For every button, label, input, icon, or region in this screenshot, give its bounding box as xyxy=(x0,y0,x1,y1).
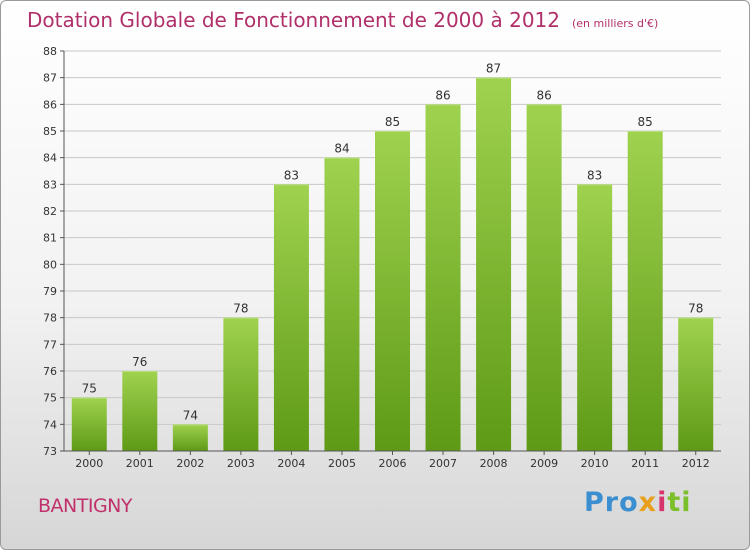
bar-2000 xyxy=(71,397,107,451)
data-label-2001: 76 xyxy=(132,355,147,369)
chart-subtitle: (en milliers d'€) xyxy=(572,17,659,30)
data-label-2012: 78 xyxy=(688,302,703,316)
y-tick-label: 88 xyxy=(43,45,57,58)
x-tick-label-2008: 2008 xyxy=(480,457,508,470)
data-label-2002: 74 xyxy=(183,408,198,422)
logo-part-3: i xyxy=(657,487,668,518)
bars: 75 76 74 78 83 84 85 86 87 86 83 85 78 xyxy=(71,62,714,452)
bar-2003 xyxy=(223,317,259,451)
bar-2004 xyxy=(273,184,309,452)
y-tick-label: 84 xyxy=(43,152,57,165)
logo-part-2: x xyxy=(638,487,658,518)
x-tick-label-2004: 2004 xyxy=(277,457,305,470)
bar-2005 xyxy=(324,157,360,451)
data-label-2011: 85 xyxy=(638,115,653,129)
y-tick-label: 85 xyxy=(43,125,57,138)
bar-2009 xyxy=(526,104,562,451)
y-tick-label: 83 xyxy=(43,178,57,191)
data-label-2003: 78 xyxy=(233,302,248,316)
y-tick-label: 75 xyxy=(43,392,57,405)
y-tick-label: 73 xyxy=(43,445,57,458)
x-tick-label-2011: 2011 xyxy=(631,457,659,470)
x-tick-label-2002: 2002 xyxy=(176,457,204,470)
y-tick-label: 77 xyxy=(43,338,57,351)
bar-2010 xyxy=(577,184,613,452)
bar-2002 xyxy=(172,424,208,451)
y-tick-label: 79 xyxy=(43,285,57,298)
x-tick-label-2009: 2009 xyxy=(530,457,558,470)
y-tick-label: 78 xyxy=(43,312,57,325)
y-tick-label: 82 xyxy=(43,205,57,218)
data-label-2008: 87 xyxy=(486,62,501,76)
x-tick-label-2010: 2010 xyxy=(581,457,609,470)
bar-2006 xyxy=(375,131,410,451)
data-label-2010: 83 xyxy=(587,168,602,182)
logo-part-4: ti xyxy=(667,487,692,518)
data-label-2009: 86 xyxy=(536,88,551,102)
bar-2007 xyxy=(425,104,461,451)
chart-title-text: Dotation Globale de Fonctionnement de 20… xyxy=(27,8,560,32)
bar-2011 xyxy=(627,131,663,451)
bar-2001 xyxy=(122,371,158,451)
x-tick-label-2001: 2001 xyxy=(126,457,154,470)
y-tick-label: 87 xyxy=(43,72,57,85)
y-tick-label: 76 xyxy=(43,365,57,378)
data-label-2005: 84 xyxy=(334,142,349,156)
y-tick-label: 80 xyxy=(43,258,57,271)
commune-name: BANTIGNY xyxy=(38,495,133,517)
x-tick-label-2005: 2005 xyxy=(328,457,356,470)
logo-part-1: Pro xyxy=(584,487,639,518)
y-tick-label: 81 xyxy=(43,232,57,245)
x-tick-label-2003: 2003 xyxy=(227,457,255,470)
chart-title: Dotation Globale de Fonctionnement de 20… xyxy=(27,8,658,32)
x-tick-label-2012: 2012 xyxy=(682,457,710,470)
bar-2012 xyxy=(678,317,714,451)
data-label-2006: 85 xyxy=(385,115,400,129)
x-tick-label-2000: 2000 xyxy=(75,457,103,470)
y-tick-label: 86 xyxy=(43,98,57,111)
x-tick-label-2006: 2006 xyxy=(379,457,407,470)
proxiti-logo: Proxiti xyxy=(584,487,692,518)
data-label-2004: 83 xyxy=(284,168,299,182)
x-tick-label-2007: 2007 xyxy=(429,457,457,470)
bar-2008 xyxy=(476,77,512,452)
axes: 73 74 75 76 77 78 79 80 81 82 83 84 85 86 87 88 2000 2001… xyxy=(43,45,721,470)
y-tick-label: 74 xyxy=(43,418,57,431)
data-label-2007: 86 xyxy=(435,88,450,102)
data-label-2000: 75 xyxy=(82,382,97,396)
